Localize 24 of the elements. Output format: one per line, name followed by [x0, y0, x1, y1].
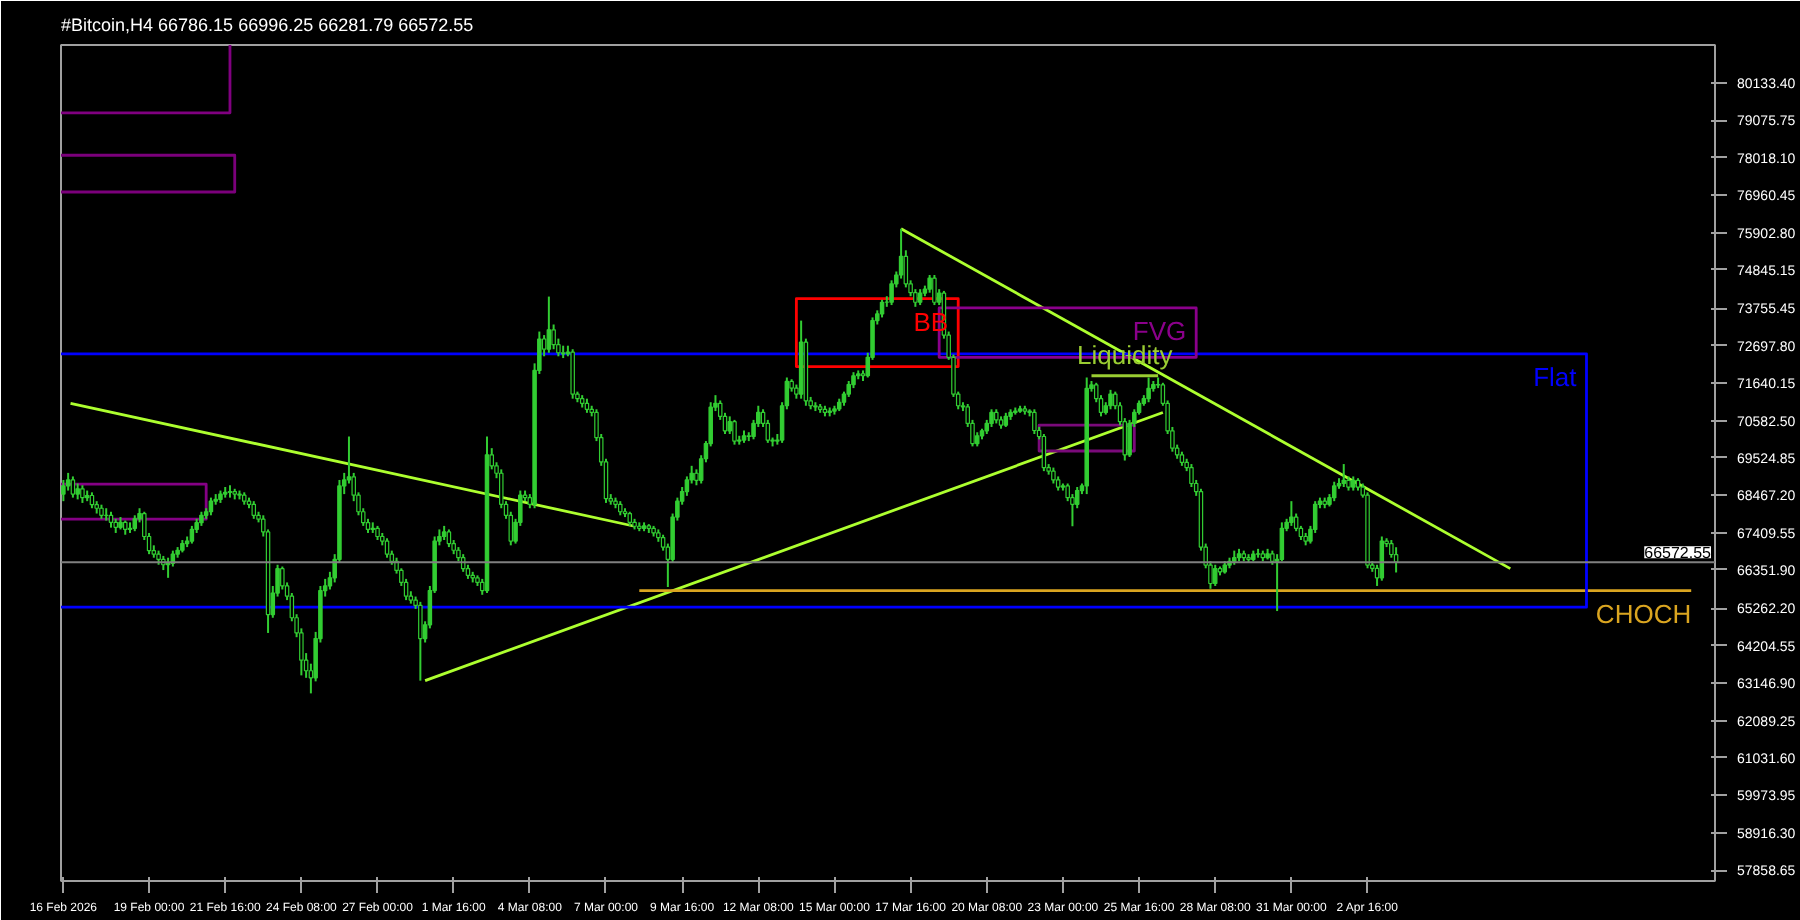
series-label: Flat	[1533, 361, 1578, 392]
candlestick	[1189, 463, 1194, 489]
candlestick	[1108, 388, 1113, 411]
candlestick	[889, 279, 894, 307]
candlestick	[384, 537, 390, 559]
series-label: FVG	[1132, 315, 1187, 346]
candlestick	[1146, 376, 1151, 404]
candlestick	[546, 295, 552, 354]
candlestick	[61, 478, 66, 503]
candlestick	[1289, 500, 1294, 527]
candlestick	[570, 348, 575, 400]
candlestick	[1331, 480, 1337, 503]
chart-title: #Bitcoin,H4 66786.15 66996.25 66281.79 66572.55	[61, 15, 474, 35]
series-label: CHOCH	[1595, 598, 1692, 629]
candlestick	[932, 274, 937, 307]
candlestick	[103, 507, 109, 522]
candlestick	[1032, 408, 1037, 436]
candlestick	[418, 600, 423, 682]
ref-line-label: 66572.55	[1644, 544, 1713, 563]
candlestick	[70, 475, 76, 499]
candlestick	[1212, 563, 1218, 587]
candlestick	[1341, 463, 1347, 489]
candlestick	[898, 227, 904, 280]
candlestick	[732, 418, 737, 446]
